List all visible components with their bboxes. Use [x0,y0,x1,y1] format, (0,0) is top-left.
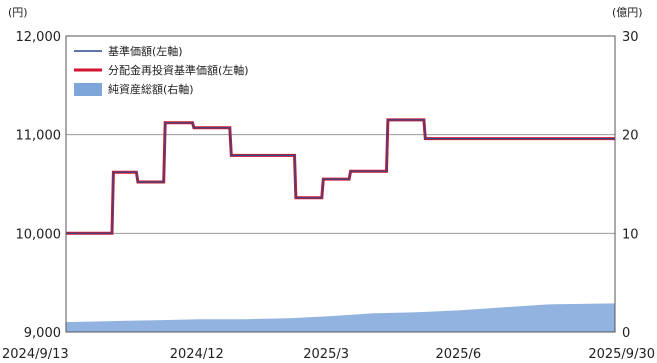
legend-swatch-area [74,83,102,96]
legend-label: 基準価額(左軸) [108,44,183,58]
right-tick-label: 10 [622,227,639,242]
left-tick-label: 12,000 [16,30,62,45]
right-tick-label: 30 [622,30,639,45]
plot-frame [65,35,616,333]
left-tick-label: 10,000 [16,227,62,242]
x-tick-label: 2024/12 [170,347,224,362]
legend: 基準価額(左軸) 分配金再投資基準価額(左軸) 純資産総額(右軸) [74,44,249,96]
legend-label: 純資産総額(右軸) [108,82,194,96]
x-tick-label: 2025/6 [435,347,481,362]
gridlines [66,134,615,234]
left-tick-label: 9,000 [24,326,61,341]
right-tick-label: 0 [622,326,630,341]
x-tick-label: 2025/9/30 [588,347,655,362]
right-axis-unit: (億円) [612,6,643,19]
net-assets-area [66,303,615,332]
net-assets-area-layer [66,303,615,332]
axis-tick-labels: 9,000 10,000 11,000 12,000 0 10 20 30 2024/9/13 2… [2,30,655,362]
nav-line [66,119,615,234]
x-tick-label: 2025/3 [303,347,349,362]
right-tick-label: 20 [622,129,639,144]
nav-lines-layer [66,118,615,235]
left-tick-label: 11,000 [16,129,62,144]
x-tick-label: 2024/9/13 [2,347,69,362]
reinvested-nav-line [66,118,615,235]
left-axis-unit: (円) [8,6,28,19]
legend-label: 分配金再投資基準価額(左軸) [108,63,249,77]
